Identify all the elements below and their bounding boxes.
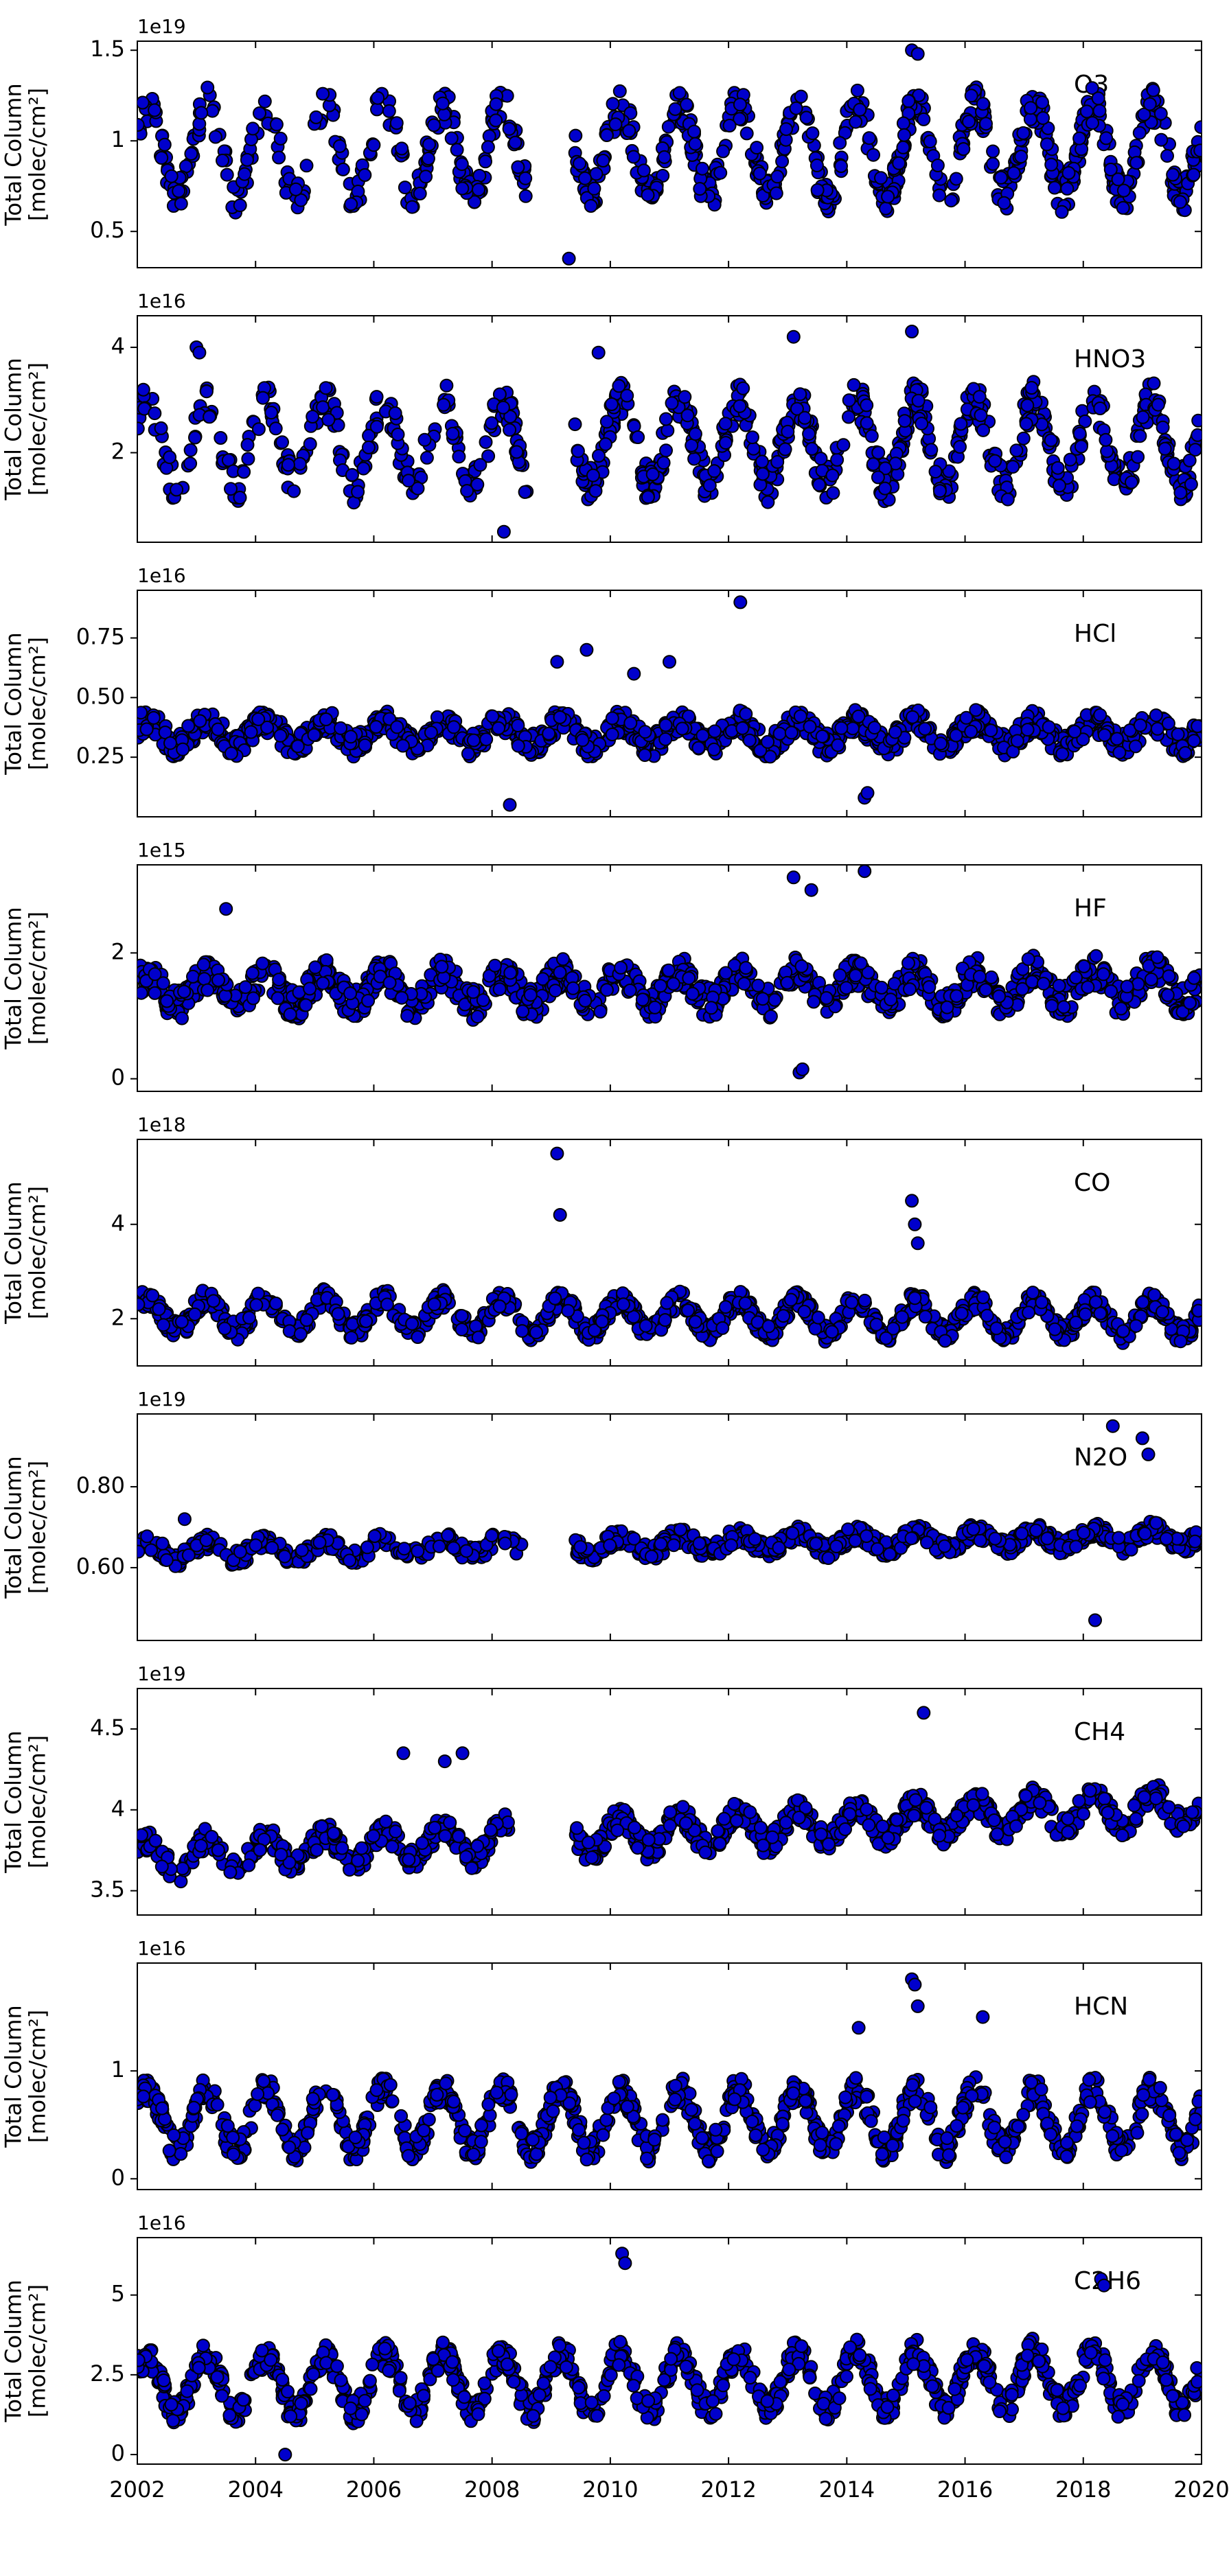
y-axis-label: Total Column[molec/cm²] — [0, 632, 50, 775]
xtick-label: 2004 — [228, 2476, 284, 2503]
panel-N2O: 0.60 0.80 1e19 Total Column[molec/cm²] N2O — [0, 1388, 1206, 1640]
scatter-points — [132, 1148, 1207, 1349]
panel-HNO3: 2 4 1e16 Total Column[molec/cm²] HNO3 — [0, 290, 1206, 542]
ytick-label: 4 — [111, 1210, 125, 1236]
ytick-label: 0 — [111, 2440, 125, 2466]
scatter-points — [132, 325, 1206, 538]
xtick-label: 2016 — [937, 2476, 993, 2503]
ytick-label: 1 — [111, 2056, 125, 2082]
ytick-label: 0.80 — [76, 1472, 125, 1498]
scale-label: 1e18 — [137, 1113, 186, 1136]
ytick-label: 0 — [111, 2164, 125, 2190]
y-axis-label: Total Column[molec/cm²] — [0, 2005, 50, 2148]
ytick-label: 0.75 — [76, 623, 125, 649]
panel-C2H6: 0 2.5 5 2002 2004 2006 2008 2010 2012 2014 2016 201… — [0, 2212, 1229, 2503]
scale-label: 1e19 — [137, 15, 186, 38]
xtick-label: 2012 — [700, 2476, 756, 2503]
panel-O3: 0.511.51e19Total Column[molec/cm²]O3 — [0, 15, 1207, 268]
scatter-figure: 0.511.51e19Total Column[molec/cm²]O3241e… — [0, 0, 1229, 2573]
scale-label: 1e16 — [137, 290, 186, 312]
ytick-label: 2.5 — [90, 2360, 125, 2387]
panel-CH4: 3.5 4 4.5 1e19 Total Column[molec/cm²] CH4 — [0, 1662, 1206, 1915]
y-axis-label: Total Column[molec/cm²] — [0, 2279, 50, 2422]
scale-label: 1e16 — [137, 1937, 186, 1960]
ytick-label: 4 — [111, 333, 125, 359]
panel-label: HCN — [1074, 1993, 1128, 2021]
panel-label: CO — [1074, 1169, 1110, 1197]
panel-label: HCl — [1074, 620, 1116, 648]
panel-label: N2O — [1074, 1443, 1127, 1472]
ytick-label: 4 — [111, 1796, 125, 1822]
ytick-label: 5 — [111, 2281, 125, 2307]
scatter-points — [131, 1973, 1207, 2168]
scale-label: 1e15 — [137, 839, 186, 861]
xtick-label: 2014 — [819, 2476, 875, 2503]
panel-label: HNO3 — [1074, 345, 1146, 373]
xtick-label: 2002 — [109, 2476, 165, 2503]
ytick-label: 0.5 — [90, 217, 125, 243]
ytick-label: 1.5 — [90, 36, 125, 62]
scatter-points — [132, 44, 1208, 265]
panel-label: CH4 — [1074, 1718, 1125, 1746]
xtick-label: 2008 — [464, 2476, 520, 2503]
ytick-label: 2 — [111, 938, 125, 964]
xtick-label: 2006 — [346, 2476, 402, 2503]
ytick-label: 2 — [111, 1304, 125, 1330]
ytick-label: 1 — [111, 126, 125, 152]
ytick-label: 0.60 — [76, 1553, 125, 1579]
y-axis-label: Total Column[molec/cm²] — [0, 1181, 50, 1324]
scale-label: 1e16 — [137, 564, 186, 587]
y-axis-label: Total Column[molec/cm²] — [0, 358, 50, 500]
scatter-points — [135, 865, 1206, 1078]
scatter-points — [132, 596, 1206, 811]
panel-HF: 0 2 1e15 Total Column[molec/cm²] HF — [0, 839, 1206, 1091]
scatter-points — [132, 2247, 1208, 2461]
y-axis-label: Total Column[molec/cm²] — [0, 1456, 50, 1599]
y-axis-label: Total Column[molec/cm²] — [0, 83, 50, 226]
panel-label: HF — [1074, 894, 1107, 923]
scale-label: 1e16 — [137, 2212, 186, 2234]
panel-CO: 2 4 1e18 Total Column[molec/cm²] CO — [0, 1113, 1207, 1366]
chart-container: 0.511.51e19Total Column[molec/cm²]O3241e… — [0, 0, 1229, 2576]
y-axis-label: Total Column[molec/cm²] — [0, 907, 50, 1049]
panel-HCl: 0.25 0.50 0.75 1e16 Total Column[molec/cm²] H… — [0, 564, 1206, 817]
ytick-label: 2 — [111, 439, 125, 465]
xtick-label: 2020 — [1173, 2476, 1229, 2503]
xtick-label: 2010 — [582, 2476, 638, 2503]
scale-label: 1e19 — [137, 1388, 186, 1411]
ytick-label: 3.5 — [90, 1877, 125, 1903]
panel-frame — [137, 590, 1202, 817]
scatter-points — [132, 1706, 1206, 1888]
scale-label: 1e19 — [137, 1662, 186, 1685]
xtick-label: 2018 — [1055, 2476, 1111, 2503]
scatter-points — [131, 1420, 1206, 1627]
panel-HCN: 0 1 1e16 Total Column[molec/cm²] HCN — [0, 1937, 1207, 2190]
ytick-label: 0 — [111, 1065, 125, 1091]
ytick-label: 0.25 — [76, 743, 125, 769]
ytick-label: 4.5 — [90, 1715, 125, 1741]
ytick-label: 0.50 — [76, 683, 125, 709]
y-axis-label: Total Column[molec/cm²] — [0, 1730, 50, 1873]
